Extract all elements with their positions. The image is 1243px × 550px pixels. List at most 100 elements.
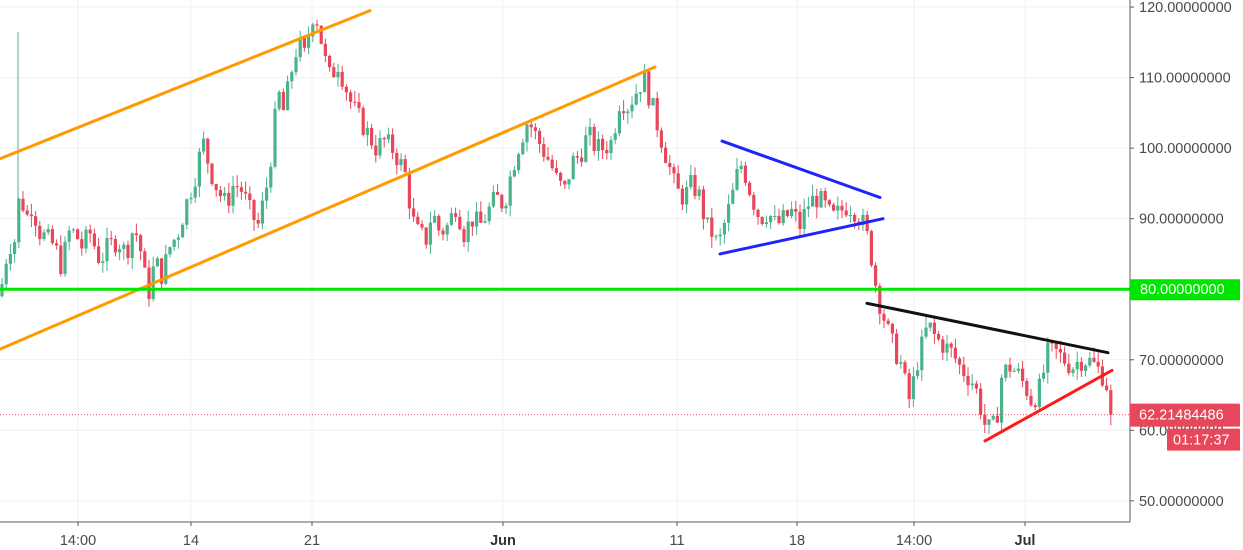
- candle-body-down: [907, 373, 911, 400]
- candle-body-up: [588, 127, 592, 136]
- candle-body-down: [50, 229, 54, 244]
- candle-body-down: [622, 111, 626, 114]
- candle-body-up: [13, 242, 17, 254]
- candle-body-down: [743, 165, 747, 183]
- x-tick-label: 11: [669, 533, 684, 549]
- candle-body-down: [76, 229, 80, 240]
- candle-body-down: [554, 168, 558, 173]
- candle-body-up: [924, 327, 928, 337]
- candle-body-up: [122, 244, 126, 250]
- candle-body-up: [517, 154, 521, 171]
- candle-body-down: [206, 138, 210, 164]
- candle-body-down: [302, 37, 306, 48]
- candle-body-up: [731, 189, 735, 204]
- candle-body-down: [760, 216, 764, 225]
- candle-body-up: [491, 191, 495, 207]
- candle-body-up: [84, 229, 88, 249]
- candle-body-up: [428, 222, 432, 245]
- candle-body-down: [332, 67, 336, 78]
- candle-body-up: [4, 263, 8, 285]
- candle-body-down: [134, 233, 138, 236]
- x-tick-label: Jul: [1015, 533, 1036, 549]
- candle-body-down: [529, 124, 533, 128]
- candle-body-up: [1016, 368, 1020, 371]
- candle-body-up: [399, 159, 403, 166]
- candle-body-up: [202, 138, 206, 152]
- candle-body-down: [542, 144, 546, 157]
- candle-body-up: [1071, 369, 1075, 373]
- candle-body-down: [470, 221, 474, 227]
- candle-body-down: [979, 388, 983, 415]
- candle-body-up: [970, 383, 974, 386]
- candle-body-down: [328, 55, 332, 68]
- candle-body-down: [672, 167, 676, 174]
- candle-body-down: [382, 138, 386, 140]
- candle-body-up: [286, 81, 290, 111]
- candle-body-down: [941, 339, 945, 353]
- triangle-upper: [720, 139, 882, 200]
- trendlines: [0, 9, 1114, 443]
- current-price-tag: 62.21484486: [1130, 403, 1240, 427]
- candle-body-up: [445, 224, 449, 235]
- y-tick-label: 100.00000000: [1139, 141, 1232, 157]
- candle-body-down: [319, 25, 323, 44]
- candle-body-up: [105, 238, 109, 262]
- candle-body-down: [895, 333, 899, 364]
- candle-body-up: [378, 138, 382, 156]
- candle-body-up: [504, 205, 508, 209]
- candle-body-up: [685, 187, 689, 205]
- candle-body-down: [580, 157, 584, 162]
- candle-body-up: [46, 229, 50, 233]
- candle-body-down: [349, 92, 353, 102]
- x-tick-label: 14:00: [60, 533, 96, 549]
- candle-body-up: [260, 200, 264, 224]
- candle-body-down: [210, 163, 214, 185]
- y-tick-label: 90.00000000: [1139, 212, 1224, 228]
- candle-body-up: [739, 165, 743, 169]
- y-tick-label: 120.00000000: [1139, 0, 1232, 16]
- candle-body-down: [391, 134, 395, 153]
- candle-body-up: [365, 127, 369, 135]
- time-axis-ticks: 14:00 14 21 Jun 11 18 14:00 Jul: [60, 522, 1036, 549]
- candle-body-up: [189, 197, 193, 200]
- candle-body-down: [827, 200, 831, 205]
- candle-body-up: [433, 215, 437, 223]
- candle-body-down: [655, 98, 659, 131]
- candle-body-up: [630, 104, 634, 112]
- x-tick-label: 14:00: [896, 533, 932, 549]
- candle-body-down: [592, 127, 596, 152]
- candle-body-up: [155, 258, 159, 267]
- candle-body-down: [995, 415, 999, 423]
- candle-body-down: [832, 204, 836, 211]
- candle-body-up: [790, 208, 794, 217]
- candle-body-down: [340, 71, 344, 87]
- channel-upper: [0, 9, 372, 161]
- candle-body-up: [1046, 342, 1050, 373]
- candle-body-down: [344, 86, 348, 93]
- candle-body-up: [916, 370, 920, 377]
- candle-body-up: [483, 221, 487, 223]
- candle-body-up: [991, 415, 995, 420]
- candle-body-down: [147, 267, 151, 300]
- candle-body-down: [239, 187, 243, 192]
- candle-body-up: [231, 186, 235, 206]
- x-tick-label: 14: [183, 533, 199, 549]
- candle-body-up: [1000, 377, 1004, 423]
- candle-body-up: [277, 91, 281, 109]
- candle-body-down: [97, 246, 101, 263]
- candle-body-down: [500, 194, 504, 209]
- candle-body-up: [475, 211, 479, 227]
- candle-body-down: [281, 91, 285, 111]
- x-tick-label: Jun: [490, 533, 516, 549]
- candle-body-up: [269, 166, 273, 188]
- candle-body-up: [1088, 357, 1092, 366]
- candle-body-down: [890, 323, 894, 334]
- candle-body-down: [794, 208, 798, 212]
- candle-body-up: [848, 214, 852, 216]
- candle-body-up: [294, 57, 298, 73]
- y-tick-label: 110.00000000: [1139, 71, 1231, 87]
- candle-body-down: [949, 343, 953, 348]
- candle-body-up: [613, 133, 617, 140]
- candle-body-down: [878, 285, 882, 314]
- candle-body-down: [647, 71, 651, 106]
